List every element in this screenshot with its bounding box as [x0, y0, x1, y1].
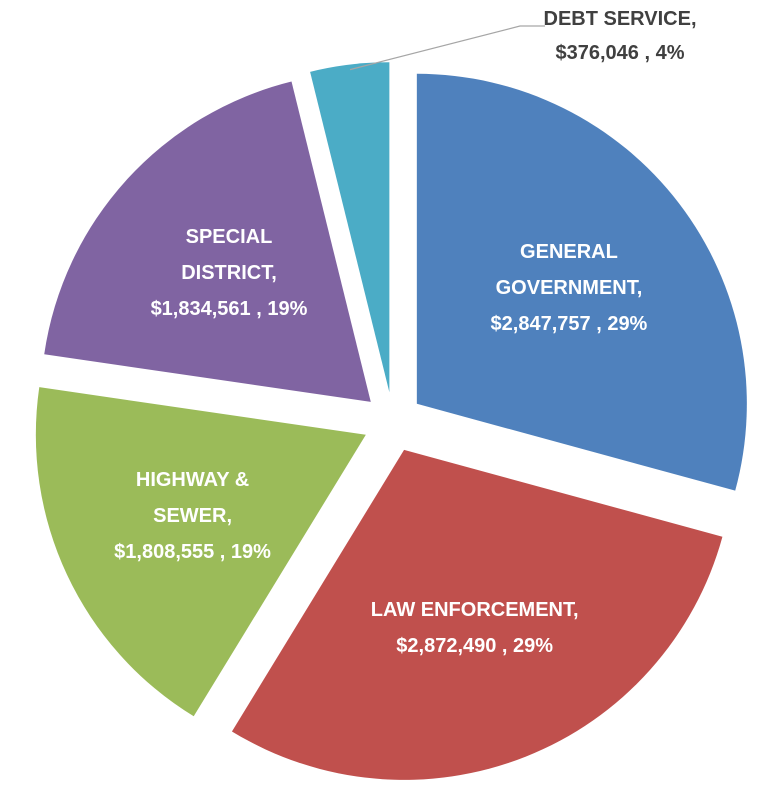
- pie-slice: [35, 387, 366, 717]
- pie-slice: [416, 73, 747, 491]
- category-label: HIGHWAY & SEWER,: [135, 469, 250, 528]
- category-label: SPECIAL DISTRICT,: [181, 226, 277, 285]
- value-label: $1,808,555 , 19%: [114, 541, 271, 564]
- data-label: HIGHWAY & SEWER, $1,808,555 , 19%: [98, 462, 288, 570]
- data-label: LAW ENFORCEMENT, $2,872,490 , 29%: [355, 592, 595, 664]
- value-label: $2,872,490 , 29%: [396, 634, 554, 657]
- category-label: GENERAL GOVERNMENT,: [495, 240, 643, 299]
- pie-slice: [44, 81, 371, 402]
- data-label: SPECIAL DISTRICT, $1,834,561 , 19%: [144, 219, 314, 327]
- data-label: DEBT SERVICE, $376,046 , 4%: [500, 2, 740, 70]
- category-label: DEBT SERVICE,: [543, 8, 697, 30]
- category-label: LAW ENFORCEMENT,: [370, 598, 579, 621]
- pie-slice: [310, 62, 390, 393]
- leader-line: [349, 25, 545, 71]
- pie-slice: [231, 449, 723, 780]
- value-label: $2,847,757 , 29%: [490, 312, 648, 335]
- value-label: $376,046 , 4%: [555, 42, 685, 64]
- data-label: GENERAL GOVERNMENT, $2,847,757 , 29%: [449, 234, 689, 342]
- value-label: $1,834,561 , 19%: [150, 298, 308, 321]
